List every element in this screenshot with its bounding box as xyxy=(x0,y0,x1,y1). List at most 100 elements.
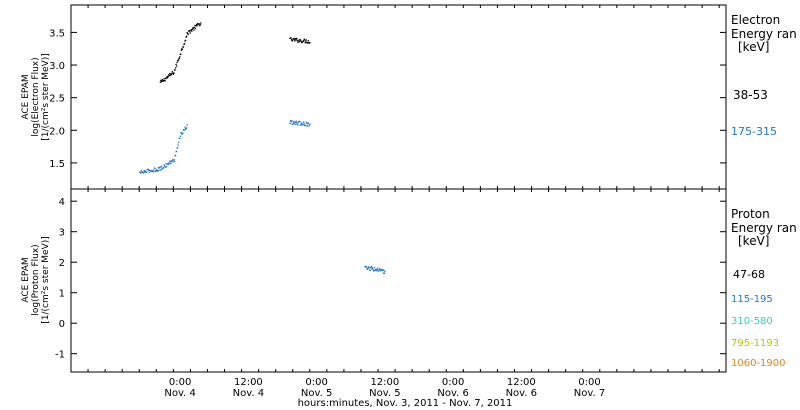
electron-legend-title-3: [keV] xyxy=(738,40,769,54)
data-point xyxy=(159,169,161,171)
data-point xyxy=(146,171,148,173)
data-point xyxy=(379,268,381,270)
data-point xyxy=(305,121,307,124)
proton-plot-frame xyxy=(70,188,727,373)
y-tick-label: 4 xyxy=(59,197,65,208)
data-point xyxy=(306,122,308,124)
data-point xyxy=(169,72,171,75)
data-point xyxy=(371,268,373,270)
data-point xyxy=(185,35,188,37)
x-tick-time-label: 12:00 xyxy=(370,377,399,388)
data-point xyxy=(159,81,161,83)
proton-legend-entry-1060-1900: 1060-1900 xyxy=(731,358,786,369)
data-point xyxy=(299,39,302,41)
data-point xyxy=(180,49,182,51)
x-tick-date-label: Nov. 6 xyxy=(437,388,468,399)
data-point xyxy=(304,39,306,41)
data-point xyxy=(166,75,168,78)
proton-legend-entry-115-195: 115-195 xyxy=(731,294,773,305)
data-point xyxy=(183,43,185,46)
data-point xyxy=(175,150,178,153)
data-point xyxy=(290,120,293,122)
data-point xyxy=(371,267,374,269)
data-point xyxy=(152,170,154,173)
x-tick-time-label: 0:00 xyxy=(442,377,464,388)
data-point xyxy=(156,169,158,171)
data-point xyxy=(300,40,302,42)
data-point xyxy=(180,132,182,134)
proton-legend-title-3: [keV] xyxy=(738,234,769,248)
data-point xyxy=(299,121,301,123)
data-point xyxy=(295,120,297,122)
series-175-315 xyxy=(139,119,311,174)
data-point xyxy=(162,80,165,82)
data-point xyxy=(168,162,170,164)
data-point xyxy=(190,29,192,32)
data-point xyxy=(383,269,385,271)
data-point xyxy=(194,24,196,27)
data-point xyxy=(172,73,175,75)
data-point xyxy=(301,122,303,124)
data-point xyxy=(167,75,169,77)
data-point xyxy=(384,270,386,273)
electron-legend: Electron Energy ran [keV] 38-53 175-315 xyxy=(731,13,797,138)
data-point xyxy=(297,121,300,123)
data-point xyxy=(289,119,292,122)
data-point xyxy=(171,159,174,162)
data-point xyxy=(160,81,163,83)
electron-data-points xyxy=(139,22,311,174)
data-point xyxy=(179,137,181,140)
electron-ylabel-line1: ACE EPAM xyxy=(21,74,31,119)
data-point xyxy=(165,166,168,168)
data-point xyxy=(292,120,294,122)
data-point xyxy=(173,159,176,161)
data-point xyxy=(154,168,156,170)
data-point xyxy=(308,125,310,127)
x-tick-date-label: Nov. 7 xyxy=(574,388,605,399)
data-point xyxy=(383,272,386,275)
data-point xyxy=(160,79,162,82)
y-tick-label: 2.0 xyxy=(49,126,65,137)
data-point xyxy=(173,161,175,163)
data-point xyxy=(172,72,174,75)
electron-legend-title-2: Energy ran xyxy=(731,27,797,41)
data-point xyxy=(189,30,191,32)
data-point xyxy=(293,37,295,40)
data-point xyxy=(163,165,166,167)
x-tick-date-label: Nov. 5 xyxy=(301,388,332,399)
y-tick-label: 3.5 xyxy=(49,28,65,39)
y-tick-label: 2.5 xyxy=(49,94,65,105)
proton-legend-entry-310-580: 310-580 xyxy=(731,316,773,327)
data-point xyxy=(307,42,309,44)
data-point xyxy=(152,169,155,171)
data-point xyxy=(376,268,378,271)
data-point xyxy=(171,72,173,74)
x-tick-time-label: 0:00 xyxy=(169,377,191,388)
data-point xyxy=(300,124,302,126)
y-tick-label: 1.5 xyxy=(49,159,65,170)
data-point xyxy=(199,23,201,26)
data-point xyxy=(148,169,150,172)
x-tick-time-label: 12:00 xyxy=(507,377,536,388)
electron-ylabel: ACE EPAM log(Electron Flux) [1/(cm²s ste… xyxy=(21,53,51,140)
proton-legend-title-1: Proton xyxy=(731,207,770,221)
data-point xyxy=(171,161,173,163)
y-tick-label: -1 xyxy=(55,350,65,361)
data-point xyxy=(289,122,291,125)
data-point xyxy=(304,42,306,44)
data-point xyxy=(160,166,162,168)
proton-ylabel-line1: ACE EPAM xyxy=(21,257,31,302)
data-point xyxy=(151,169,153,172)
proton-ylabel-line3: [1/(cm²s ster MeV)] xyxy=(41,236,51,323)
electron-legend-entry-38-53: 38-53 xyxy=(733,88,768,102)
data-point xyxy=(376,267,379,269)
data-point xyxy=(144,170,146,172)
data-point xyxy=(167,77,169,79)
data-point xyxy=(179,135,181,137)
data-point xyxy=(174,67,177,69)
data-point xyxy=(176,61,178,64)
proton-legend: Proton Energy ran [keV] 47-68 115-195 31… xyxy=(731,207,797,369)
electron-x-ticks xyxy=(70,5,720,189)
data-point xyxy=(374,269,376,272)
